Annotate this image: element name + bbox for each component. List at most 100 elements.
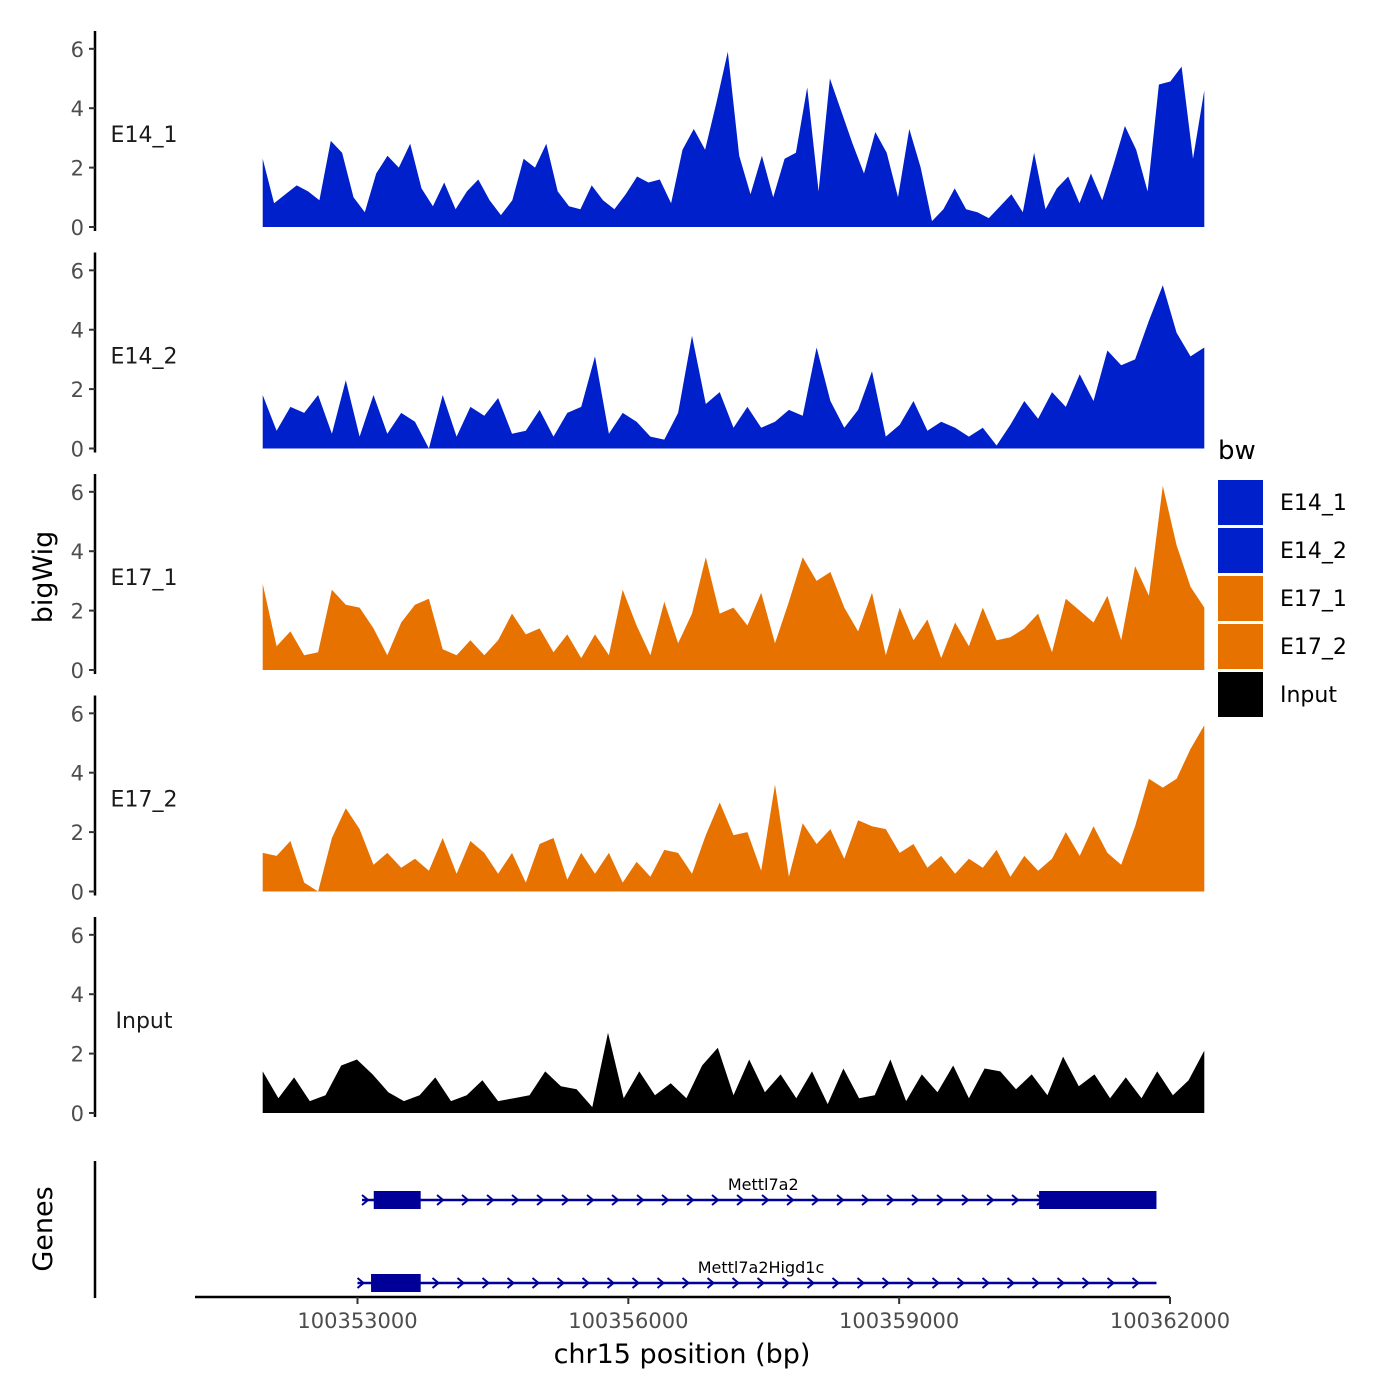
strand-arrow [636, 1194, 645, 1206]
strand-arrow [986, 1194, 995, 1206]
signal-area-input [262, 1032, 1205, 1113]
y-tick-label: 6 [71, 924, 84, 948]
y-tick-label: 2 [71, 821, 84, 845]
gene-exon [371, 1274, 421, 1292]
strand-arrow [536, 1194, 545, 1206]
signal-area-e17-2 [262, 725, 1205, 892]
y-tick-label: 0 [71, 438, 84, 462]
gene-mettl7a2higd1c: Mettl7a2Higd1c [356, 1258, 1157, 1292]
signal-area-e17-1 [262, 485, 1205, 670]
y-tick-label: 4 [71, 762, 84, 786]
strand-arrow [611, 1194, 620, 1206]
strand-arrow [586, 1194, 595, 1206]
strand-arrow [481, 1277, 491, 1289]
gene-exon [373, 1191, 421, 1209]
x-tick-label: 100356000 [568, 1309, 688, 1333]
strand-arrow [461, 1194, 470, 1206]
legend-swatch [1218, 672, 1263, 717]
y-tick-label: 4 [71, 540, 84, 564]
strand-arrow [706, 1277, 716, 1289]
track-label: E17_2 [111, 788, 178, 813]
strand-arrow [1106, 1277, 1116, 1289]
legend-label: Input [1280, 683, 1337, 708]
strand-arrow [681, 1277, 691, 1289]
y-tick-label: 6 [71, 481, 84, 505]
legend-item-e14-1: E14_1 [1218, 480, 1347, 525]
legend-swatch [1218, 528, 1263, 573]
x-axis: 100353000 100356000 100359000 100362000 chr… [195, 1295, 1230, 1370]
strand-arrow [711, 1194, 720, 1206]
strand-arrow [886, 1194, 895, 1206]
legend-items: E14_1 E14_2 E17_1 E17_2 Input [1218, 480, 1347, 717]
strand-arrow [456, 1277, 466, 1289]
strand-arrow [581, 1277, 591, 1289]
strand-arrow [486, 1194, 495, 1206]
legend-label: E17_2 [1280, 635, 1347, 660]
track-label: Input [116, 1009, 173, 1034]
legend-swatch [1218, 480, 1263, 525]
strand-arrow [731, 1277, 741, 1289]
track-e14-1: 0 2 4 6 E14_1 [71, 31, 1205, 240]
track-label: E14_2 [111, 345, 178, 370]
strand-arrow [831, 1277, 841, 1289]
strand-arrow [786, 1194, 795, 1206]
y-tick-label: 2 [71, 378, 84, 402]
y-tick-label: 6 [71, 259, 84, 283]
strand-arrow [606, 1277, 616, 1289]
strand-arrow [806, 1277, 816, 1289]
genes-axis-title: Genes [28, 1186, 59, 1271]
y-tick-label: 0 [71, 216, 84, 240]
legend-item-input: Input [1218, 672, 1337, 717]
x-tick-label: 100362000 [1110, 1309, 1230, 1333]
strand-arrow [781, 1277, 791, 1289]
track-e14-2: 0 2 4 6 E14_2 [71, 252, 1205, 462]
strand-arrow [936, 1194, 945, 1206]
legend-label: E17_1 [1280, 587, 1347, 612]
strand-arrow [811, 1194, 820, 1206]
legend: bw E14_1 E14_2 E17_1 E17_2 Input [1218, 436, 1347, 717]
strand-arrow [631, 1277, 641, 1289]
x-axis-title: chr15 position (bp) [554, 1339, 811, 1370]
legend-item-e17-1: E17_1 [1218, 576, 1347, 621]
strand-arrow [961, 1194, 970, 1206]
strand-arrow [661, 1194, 670, 1206]
y-tick-label: 0 [71, 659, 84, 683]
y-tick-label: 4 [71, 319, 84, 343]
strand-arrow [836, 1194, 845, 1206]
strand-arrow [906, 1277, 916, 1289]
y-tick-label: 2 [71, 600, 84, 624]
strand-arrow [436, 1194, 445, 1206]
track-e17-1: 0 2 4 6 E17_1 [71, 474, 1205, 683]
strand-arrow [511, 1194, 520, 1206]
genes-panel: Genes Mettl7a2 Mettl7a2Higd1c [28, 1161, 1157, 1298]
strand-arrow [861, 1194, 870, 1206]
gene-label: Mettl7a2Higd1c [698, 1258, 825, 1277]
strand-arrow [531, 1277, 541, 1289]
strand-arrow [911, 1194, 920, 1206]
signal-area-e14-1 [262, 51, 1205, 227]
x-ticks: 100353000 100356000 100359000 100362000 [297, 1297, 1230, 1333]
strand-arrow [506, 1277, 516, 1289]
strand-arrow [981, 1277, 991, 1289]
legend-item-e14-2: E14_2 [1218, 528, 1347, 573]
y-tick-label: 0 [71, 1102, 84, 1126]
y-tick-label: 2 [71, 157, 84, 181]
track-input: 0 2 4 6 Input [71, 917, 1205, 1126]
strand-arrow [756, 1277, 766, 1289]
x-tick-label: 100359000 [839, 1309, 959, 1333]
strand-arrow [736, 1194, 745, 1206]
strand-arrow [931, 1277, 941, 1289]
track-label: E14_1 [111, 123, 178, 148]
strand-arrow [556, 1277, 566, 1289]
gene-mettl7a2: Mettl7a2 [361, 1175, 1157, 1209]
strand-arrow [561, 1194, 570, 1206]
gene-exon [1039, 1191, 1157, 1209]
track-label: E17_1 [111, 566, 178, 591]
strand-arrow [356, 1277, 366, 1289]
track-e17-2: 0 2 4 6 E17_2 [71, 695, 1205, 905]
strand-arrow [1031, 1277, 1041, 1289]
legend-item-e17-2: E17_2 [1218, 624, 1347, 669]
y-tick-label: 2 [71, 1043, 84, 1067]
y-axis-title: bigWig [28, 531, 59, 624]
